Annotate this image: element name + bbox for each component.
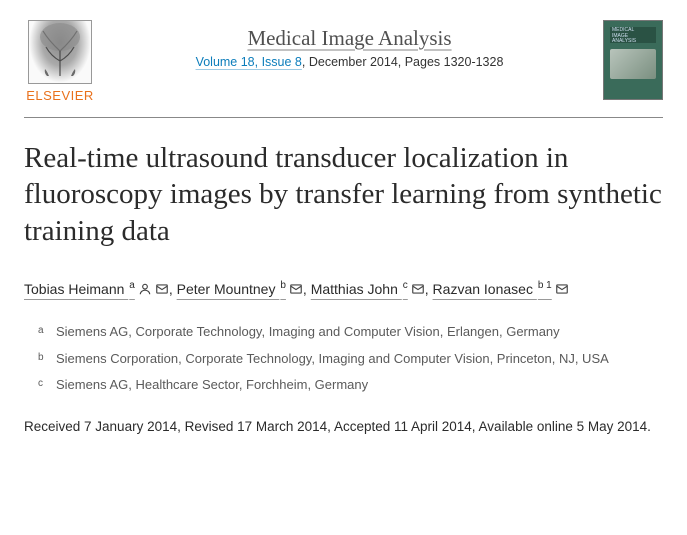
journal-meta: Medical Image Analysis Volume 18, Issue … <box>114 20 585 69</box>
journal-name-link[interactable]: Medical Image Analysis <box>247 26 451 50</box>
person-icon[interactable] <box>135 281 152 297</box>
journal-cover-thumbnail[interactable]: MEDICAL IMAGE ANALYSIS <box>603 20 663 100</box>
affiliation-key: b <box>38 350 46 369</box>
journal-issue-line: Volume 18, Issue 8, December 2014, Pages… <box>114 55 585 69</box>
article-history: Received 7 January 2014, Revised 17 Marc… <box>24 417 663 438</box>
elsevier-tree-icon <box>28 20 92 84</box>
author-list: Tobias Heimann a, Peter Mountney b, Matt… <box>24 275 663 303</box>
affiliation-text: Siemens AG, Healthcare Sector, Forchheim… <box>56 376 368 395</box>
affiliation-text: Siemens Corporation, Corporate Technolog… <box>56 350 609 369</box>
author-link[interactable]: Tobias Heimann a <box>24 281 169 297</box>
cover-label: MEDICAL IMAGE ANALYSIS <box>612 28 636 45</box>
affiliation-list: a Siemens AG, Corporate Technology, Imagi… <box>38 323 663 396</box>
article-title: Real-time ultrasound transducer localiza… <box>24 140 663 249</box>
journal-issue-link[interactable]: Volume 18, Issue 8 <box>196 55 302 69</box>
publisher-name: ELSEVIER <box>26 88 94 103</box>
affiliation-text: Siemens AG, Corporate Technology, Imagin… <box>56 323 560 342</box>
mail-icon[interactable] <box>152 281 169 297</box>
affiliation-key: c <box>38 376 46 395</box>
author-link[interactable]: Razvan Ionasec b 1 <box>433 281 569 297</box>
author-link[interactable]: Peter Mountney b <box>177 281 303 297</box>
mail-icon[interactable] <box>408 281 425 297</box>
article-header: ELSEVIER Medical Image Analysis Volume 1… <box>24 20 663 118</box>
author-affil-marker: b 1 <box>538 280 552 291</box>
mail-icon[interactable] <box>286 281 303 297</box>
author-link[interactable]: Matthias John c <box>311 281 425 297</box>
publisher-logo-block: ELSEVIER <box>24 20 96 103</box>
affiliation-row: c Siemens AG, Healthcare Sector, Forchhei… <box>38 376 663 395</box>
affiliation-row: b Siemens Corporation, Corporate Technolo… <box>38 350 663 369</box>
affiliation-key: a <box>38 323 46 342</box>
mail-icon[interactable] <box>552 281 569 297</box>
journal-date-pages: , December 2014, Pages 1320-1328 <box>302 55 504 69</box>
author-affil-marker: a <box>129 280 135 291</box>
affiliation-row: a Siemens AG, Corporate Technology, Imagi… <box>38 323 663 342</box>
